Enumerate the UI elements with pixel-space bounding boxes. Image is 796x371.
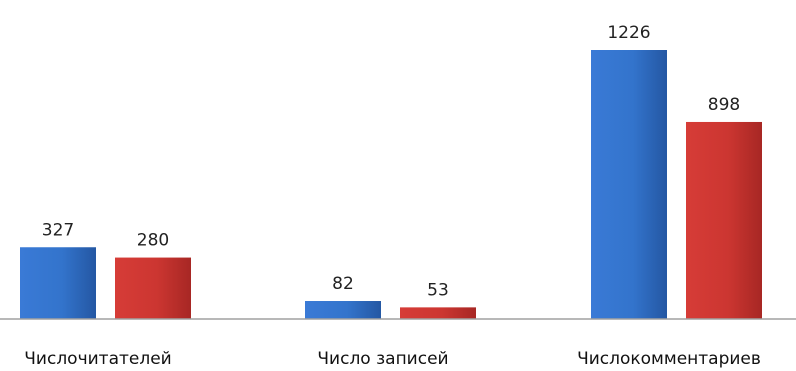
value-labels-layer: 327 280 82 53 1226 898 (42, 23, 740, 300)
category-label-2: Числокомментариев (577, 349, 761, 369)
value-label-1-series-0: 82 (332, 274, 354, 294)
value-label-2-series-0: 1226 (607, 23, 650, 43)
bar-0-series-0 (20, 247, 96, 319)
bar-2-series-1 (686, 121, 762, 319)
value-label-1-series-1: 53 (427, 280, 449, 300)
value-label-0-series-1: 280 (137, 231, 169, 251)
bars-layer (20, 50, 762, 319)
category-label-1: Число записей (317, 349, 448, 369)
bar-1-series-1 (400, 307, 476, 319)
bar-1-series-0 (305, 301, 381, 319)
value-label-2-series-1: 898 (708, 95, 740, 115)
category-label-0: Числочитателей (24, 349, 171, 369)
value-label-0-series-0: 327 (42, 220, 74, 240)
bar-0-series-1 (115, 257, 191, 319)
category-labels-layer: Числочитателей Число записей Числокоммента… (24, 349, 761, 369)
bar-2-series-0 (591, 50, 667, 319)
